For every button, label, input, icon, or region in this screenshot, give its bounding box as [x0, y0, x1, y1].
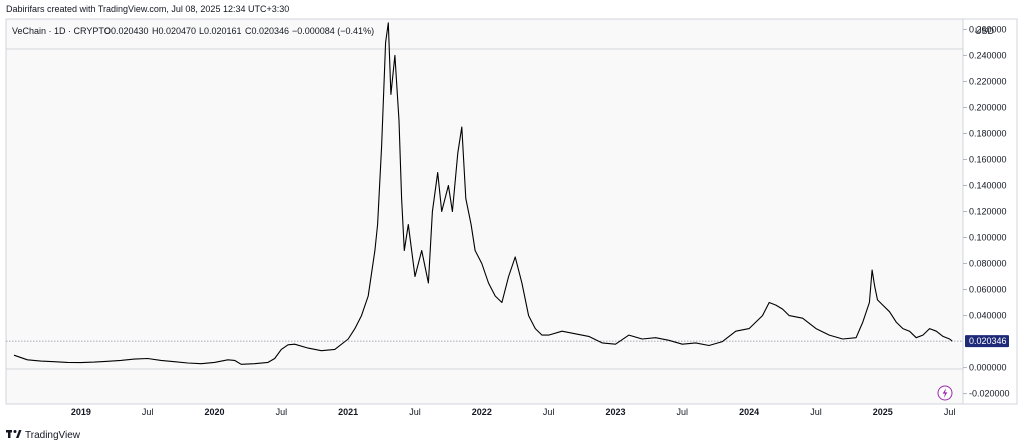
time-axis-tick-label: Jul	[944, 407, 956, 417]
time-axis-tick-label: Jul	[677, 407, 689, 417]
lightning-bolt-icon[interactable]	[937, 385, 953, 401]
price-axis-tick-label: 0.000000	[969, 363, 1007, 373]
legend-open: O0.020430	[104, 26, 149, 36]
last-price-badge	[965, 335, 1009, 348]
price-axis-tick-label: 0.240000	[969, 50, 1007, 60]
price-axis-tick-label: 0.100000	[969, 233, 1007, 243]
plot-panel[interactable]	[5, 18, 964, 405]
price-axis-tick-label: 0.160000	[969, 154, 1007, 164]
price-axis-tick-label: 0.120000	[969, 207, 1007, 217]
time-axis-tick-label: Jul	[142, 407, 154, 417]
time-axis-tick-label: 2023	[605, 407, 625, 417]
time-axis-tick-label: 2022	[472, 407, 492, 417]
time-axis-tick-label: 2020	[204, 407, 224, 417]
price-axis-tick-label: 0.200000	[969, 102, 1007, 112]
footer-brand-text: TradingView	[25, 430, 81, 441]
legend-row: VeChain · 1D · CRYPTO O0.020430 H0.02047…	[12, 26, 374, 36]
legend-symbol: VeChain · 1D · CRYPTO	[12, 26, 111, 36]
currency-button[interactable]: USD	[975, 26, 995, 36]
time-axis-tick-label: Jul	[409, 407, 421, 417]
time-axis-tick-label: 2021	[338, 407, 358, 417]
price-axis-tick-label: 0.040000	[969, 311, 1007, 321]
price-axis-tick-label: 0.180000	[969, 128, 1007, 138]
price-axis-tick-label: 0.080000	[969, 259, 1007, 269]
last-price-tag: 0.020346	[965, 335, 1009, 348]
last-price-label: 0.020346	[969, 336, 1007, 346]
price-series-line[interactable]	[13, 22, 953, 365]
time-axis-tick-label: Jul	[276, 407, 288, 417]
time-axis-tick-label: 2019	[71, 407, 91, 417]
price-axis-tick-label: 0.260000	[969, 24, 1007, 34]
legend-change: −0.000084 (−0.41%)	[292, 26, 374, 36]
legend-close: C0.020346	[245, 26, 289, 36]
price-axis-tick-label: 0.060000	[969, 285, 1007, 295]
price-axis-tick-label: -0.020000	[969, 389, 1010, 399]
time-axis-tick-label: Jul	[543, 407, 555, 417]
time-axis-tick-label: Jul	[810, 407, 822, 417]
attribution-text: Dabirifars created with TradingView.com,…	[6, 4, 289, 14]
time-axis-tick-label: 2024	[739, 407, 759, 417]
time-axis-tick-label: 2025	[873, 407, 893, 417]
price-axis-tick-label: 0.140000	[969, 180, 1007, 190]
legend-low: L0.020161	[199, 26, 242, 36]
price-axis-tick-label: 0.220000	[969, 76, 1007, 86]
legend-high: H0.020470	[152, 26, 196, 36]
time-axis-ticks: 2019 Jul 2020 Jul 2021 Jul 2022 Jul 2023 Jul 2024 J…	[71, 407, 956, 417]
price-axis-ticks: 0.260000 0.240000 0.220000 0.200000 0.180000…	[963, 24, 1010, 399]
tradingview-logo-icon[interactable]	[6, 430, 22, 438]
